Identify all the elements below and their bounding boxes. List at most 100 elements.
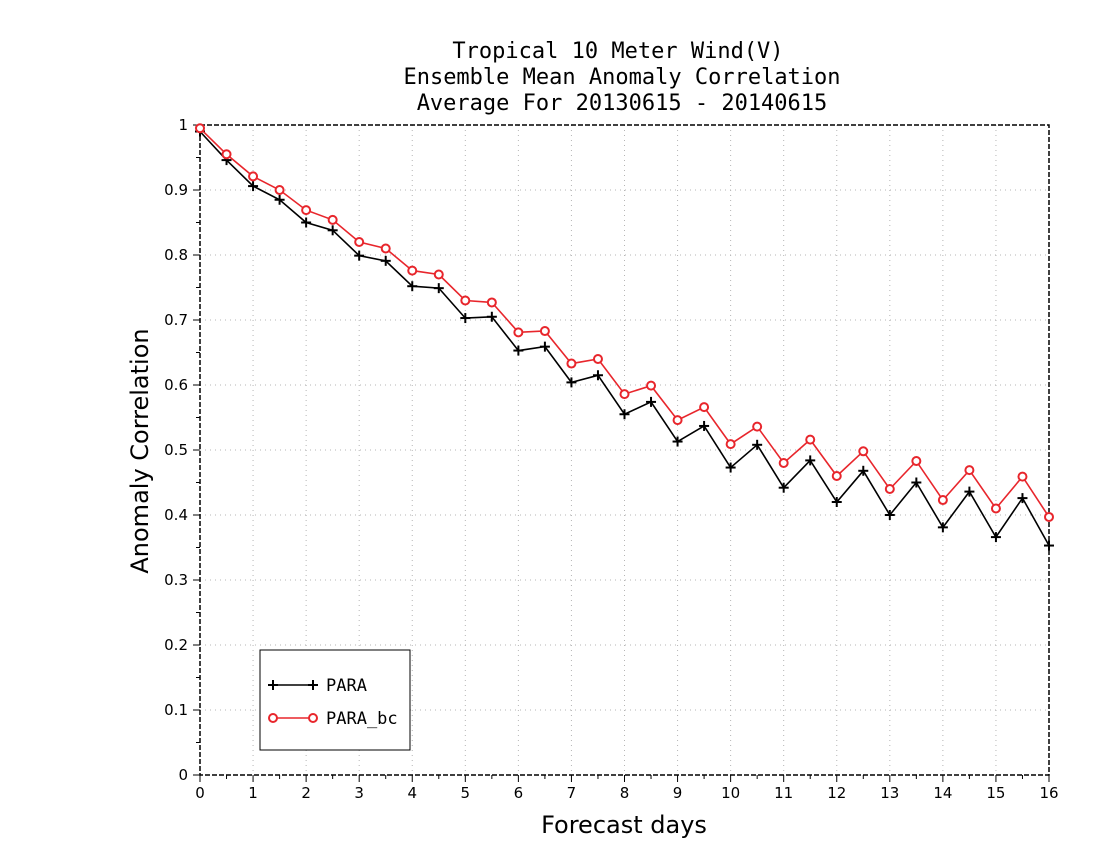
data-point-para — [407, 281, 418, 292]
legend-marker-para — [268, 680, 278, 690]
data-point-para — [327, 225, 338, 236]
data-point-para-bc — [354, 237, 365, 247]
legend-label-para: PARA — [326, 676, 367, 696]
y-tick-label: 1 — [178, 116, 188, 134]
data-point-para-bc — [460, 295, 471, 306]
data-point-para-bc — [619, 389, 630, 400]
title-line-2: Ensemble Mean Anomaly Correlation — [403, 65, 840, 90]
data-point-para — [805, 455, 816, 466]
data-point-para — [619, 409, 630, 420]
legend: PARA PARA_bc — [259, 649, 411, 751]
data-point-para-bc — [539, 326, 550, 337]
series — [195, 123, 1054, 551]
x-tick-label: 6 — [514, 784, 524, 802]
data-point-para-bc — [592, 354, 603, 364]
y-tick-label: 0.2 — [164, 636, 188, 654]
data-point-para-bc — [566, 358, 577, 369]
data-point-para-bc — [858, 446, 869, 457]
data-point-para-bc — [831, 471, 842, 481]
x-tick-label: 10 — [721, 784, 740, 802]
data-point-para-bc — [778, 458, 789, 468]
x-tick-label: 14 — [933, 784, 952, 802]
data-point-para — [301, 217, 312, 228]
data-point-para-bc — [964, 465, 975, 476]
data-point-para — [539, 341, 550, 352]
legend-box — [259, 649, 411, 751]
data-point-para — [380, 255, 391, 266]
data-point-para-bc — [248, 171, 259, 182]
x-tick-label: 7 — [567, 784, 577, 802]
data-point-para — [990, 532, 1001, 543]
data-point-para-bc — [195, 123, 205, 134]
data-point-para — [752, 439, 763, 450]
y-tick-label: 0 — [178, 766, 188, 784]
data-point-para — [937, 522, 948, 533]
x-tick-label: 15 — [986, 784, 1005, 802]
data-point-para-bc — [884, 484, 895, 494]
x-axis-title: Forecast days — [541, 811, 707, 839]
data-point-para-bc — [937, 495, 948, 506]
data-point-para — [884, 510, 895, 520]
data-point-para — [1017, 493, 1028, 504]
chart-title: Tropical 10 Meter Wind(V) Ensemble Mean … — [403, 39, 840, 116]
data-point-para — [248, 181, 259, 192]
y-tick-label: 0.5 — [164, 441, 188, 459]
data-point-para-bc — [274, 185, 285, 195]
title-line-1: Tropical 10 Meter Wind(V) — [452, 39, 783, 64]
data-point-para-bc — [1044, 511, 1054, 522]
data-point-para-bc — [990, 503, 1001, 514]
plot-frame — [199, 124, 1050, 776]
y-tick-label: 0.4 — [164, 506, 188, 524]
y-tick-label: 0.6 — [164, 376, 188, 394]
data-point-para-bc — [752, 421, 763, 432]
data-point-para-bc — [407, 265, 418, 276]
data-point-para — [274, 194, 285, 205]
y-tick-label: 0.3 — [164, 571, 188, 589]
data-point-para — [513, 345, 524, 356]
data-point-para — [460, 313, 471, 324]
x-tick-label: 8 — [620, 784, 630, 802]
data-point-para — [858, 465, 869, 476]
data-point-para — [592, 370, 603, 381]
legend-marker-para-bc — [268, 713, 278, 723]
series-line-para-bc — [199, 127, 1050, 518]
x-tick-label: 12 — [827, 784, 846, 802]
data-point-para-bc — [486, 297, 497, 308]
x-tick-label: 13 — [880, 784, 899, 802]
data-point-para — [699, 420, 710, 431]
x-tick-label: 9 — [673, 784, 683, 802]
y-tick-label: 0.7 — [164, 311, 188, 329]
data-point-para — [964, 486, 975, 497]
data-point-para — [911, 477, 922, 488]
legend-marker-para-bc — [308, 713, 318, 723]
data-point-para-bc — [433, 269, 444, 280]
data-point-para — [778, 482, 789, 493]
data-point-para-bc — [725, 439, 736, 450]
data-point-para-bc — [221, 149, 232, 160]
x-tick-label: 16 — [1039, 784, 1058, 802]
axes: 0 1 2 3 4 5 6 7 8 9 10 11 12 13 14 15 1600.10.20.30.40.5… — [164, 116, 1058, 802]
data-point-para-bc — [1017, 471, 1028, 482]
title-line-3: Average For 20130615 - 20140615 — [417, 91, 828, 116]
data-point-para-bc — [513, 327, 524, 338]
data-point-para-bc — [380, 243, 391, 254]
x-tick-label: 2 — [301, 784, 311, 802]
y-tick-label: 0.9 — [164, 181, 188, 199]
legend-marker-para — [308, 680, 318, 690]
data-point-para — [646, 396, 657, 407]
data-point-para — [433, 283, 444, 294]
data-point-para-bc — [672, 415, 683, 426]
data-point-para-bc — [805, 434, 816, 445]
data-point-para-bc — [911, 456, 922, 467]
x-tick-label: 11 — [774, 784, 793, 802]
x-tick-label: 4 — [407, 784, 417, 802]
data-point-para — [566, 377, 577, 388]
y-axis-title: Anomaly Correlation — [126, 328, 154, 573]
data-point-para-bc — [699, 402, 710, 413]
data-point-para-bc — [301, 205, 312, 216]
y-tick-label: 0.1 — [164, 701, 188, 719]
grid — [200, 125, 1049, 775]
y-tick-label: 0.8 — [164, 246, 188, 264]
data-point-para — [831, 497, 842, 507]
